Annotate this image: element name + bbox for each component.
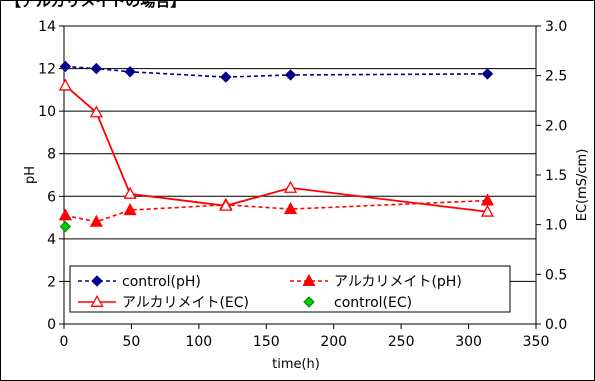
- data-point: [284, 69, 297, 81]
- legend-item: アルカリメイト(pH): [290, 273, 462, 290]
- legend-label: アルカリメイト(pH): [334, 274, 462, 290]
- data-point: [90, 62, 103, 75]
- y-left-tick-label: 0: [47, 317, 56, 333]
- data-point: [58, 208, 72, 221]
- chart-header: 【アルカリメイトの場合】: [6, 0, 185, 10]
- data-point: [123, 203, 137, 216]
- x-tick-label: 50: [123, 334, 141, 350]
- legend-label: control(EC): [334, 295, 412, 311]
- data-point: [59, 220, 72, 233]
- legend-label: control(pH): [122, 274, 201, 290]
- data-point: [481, 68, 494, 80]
- x-tick-label: 350: [523, 334, 550, 350]
- data-point: [58, 78, 72, 91]
- legend-item: control(EC): [303, 295, 412, 311]
- data-point: [123, 186, 137, 199]
- y-right-tick-label: 2.5: [545, 69, 567, 85]
- data-point: [59, 60, 72, 73]
- y-left-tick-label: 4: [47, 232, 56, 248]
- legend-marker: [302, 273, 316, 286]
- y-left-tick-label: 8: [47, 147, 56, 163]
- y-left-tick-label: 6: [47, 189, 56, 205]
- x-tick-label: 250: [388, 334, 415, 350]
- data-point: [89, 105, 103, 118]
- data-point: [220, 71, 232, 83]
- y-right-tick-label: 0.5: [545, 267, 567, 283]
- y-left-tick-label: 10: [38, 104, 56, 120]
- axis-ticks: 0 50 100 150 200 250 300 350 0 2 4 6 8 10 12 14 0.0 0.5 1.…: [38, 19, 567, 350]
- legend: control(pH) アルカリメイト(pH) アルカリメイト(EC) control…: [69, 265, 511, 313]
- data-point: [283, 201, 298, 215]
- y-right-tick-label: 2.0: [545, 118, 567, 134]
- series-line: [64, 84, 488, 213]
- series-4: [59, 220, 72, 233]
- x-tick-label: 300: [455, 334, 482, 350]
- series-layer: [58, 60, 495, 233]
- legend-marker: [90, 294, 104, 307]
- data-point: [89, 214, 103, 227]
- x-tick-label: 100: [185, 334, 212, 350]
- legend-marker: [91, 275, 103, 287]
- legend-box: [69, 265, 511, 313]
- legend-label: アルカリメイト(EC): [122, 295, 249, 311]
- y-left-tick-label: 2: [47, 274, 56, 290]
- x-tick-label: 150: [253, 334, 280, 350]
- x-tick-label: 0: [60, 334, 69, 350]
- y-axis-label-left: pH: [23, 166, 38, 184]
- series-3: [58, 78, 495, 217]
- data-point: [219, 198, 233, 211]
- series-2: [58, 193, 495, 227]
- data-point: [283, 180, 298, 193]
- data-point: [124, 66, 136, 78]
- legend-marker: [303, 296, 315, 308]
- data-point: [480, 204, 495, 217]
- x-axis-label: time(h): [272, 357, 320, 372]
- y-right-tick-label: 1.0: [545, 218, 567, 234]
- legend-item: control(pH): [78, 274, 201, 290]
- series-1: [59, 60, 494, 83]
- y-left-tick-label: 14: [38, 19, 56, 35]
- series-line: [65, 199, 488, 223]
- y-left-tick-label: 12: [38, 62, 56, 78]
- y-axis-label-right: EC(mS/cm): [575, 149, 590, 222]
- y-right-tick-label: 3.0: [545, 19, 567, 35]
- y-right-tick-label: 1.5: [545, 168, 567, 184]
- series-line: [65, 65, 488, 78]
- y-right-tick-label: 0.0: [545, 317, 567, 333]
- x-tick-label: 200: [320, 334, 347, 350]
- legend-item: アルカリメイト(EC): [78, 294, 249, 311]
